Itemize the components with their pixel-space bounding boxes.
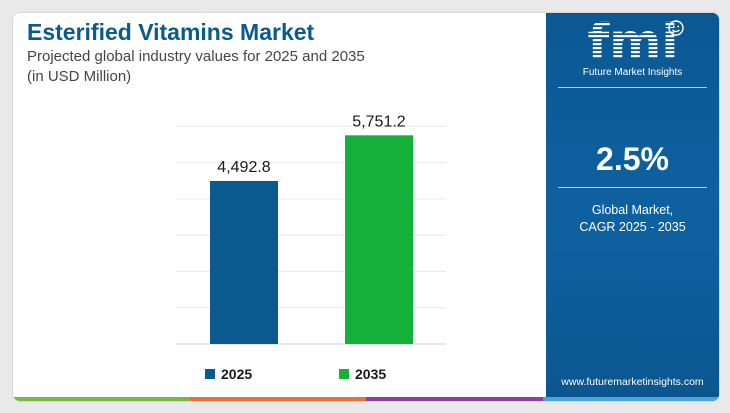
fmi-logo: fmi Future Market Insights xyxy=(546,19,719,78)
legend-label-2025: 2025 xyxy=(221,366,253,382)
chart-subtitle: Projected global industry values for 202… xyxy=(27,48,365,65)
cagr-value: 2.5% xyxy=(596,141,669,177)
legend-item-2035: 2035 xyxy=(339,366,386,382)
cagr-label-line1: Global Market, xyxy=(591,203,674,217)
bottom-bar-segment xyxy=(189,397,366,401)
bottom-color-bar xyxy=(13,397,719,401)
legend-swatch-2025 xyxy=(205,369,215,379)
legend-item-2025: 2025 xyxy=(205,366,252,382)
fmi-logo-wordmark: fmi xyxy=(587,19,678,65)
bottom-bar-segment xyxy=(366,397,543,401)
bar-chart: 4,492.8 5,751.2 xyxy=(176,113,446,345)
bar-2025 xyxy=(210,180,278,344)
website-link[interactable]: www.futuremarketinsights.com xyxy=(561,376,704,388)
panel-divider-top xyxy=(558,87,707,88)
fmi-logo-subtitle: Future Market Insights xyxy=(582,67,683,78)
bottom-bar-segment xyxy=(13,397,190,401)
legend-label-2035: 2035 xyxy=(355,366,387,382)
data-label-2025: 4,492.8 xyxy=(217,159,270,176)
infographic-card: Esterified Vitamins Market Projected glo… xyxy=(12,12,720,402)
bottom-bar-segment xyxy=(542,397,719,401)
bar-2035 xyxy=(345,135,413,344)
cagr-label-line2: CAGR 2025 - 2035 xyxy=(579,220,686,234)
data-label-2035: 5,751.2 xyxy=(352,113,405,130)
chart-legend: 2025 2035 xyxy=(13,366,545,386)
summary-panel: fmi Future Market Insights 2.5% Global M… xyxy=(546,13,719,401)
legend-swatch-2035 xyxy=(339,369,349,379)
fmi-logo-icon: fmi xyxy=(587,19,684,65)
chart-title: Esterified Vitamins Market xyxy=(27,19,315,45)
panel-divider-bottom xyxy=(558,187,707,188)
chart-units: (in USD Million) xyxy=(27,68,132,85)
